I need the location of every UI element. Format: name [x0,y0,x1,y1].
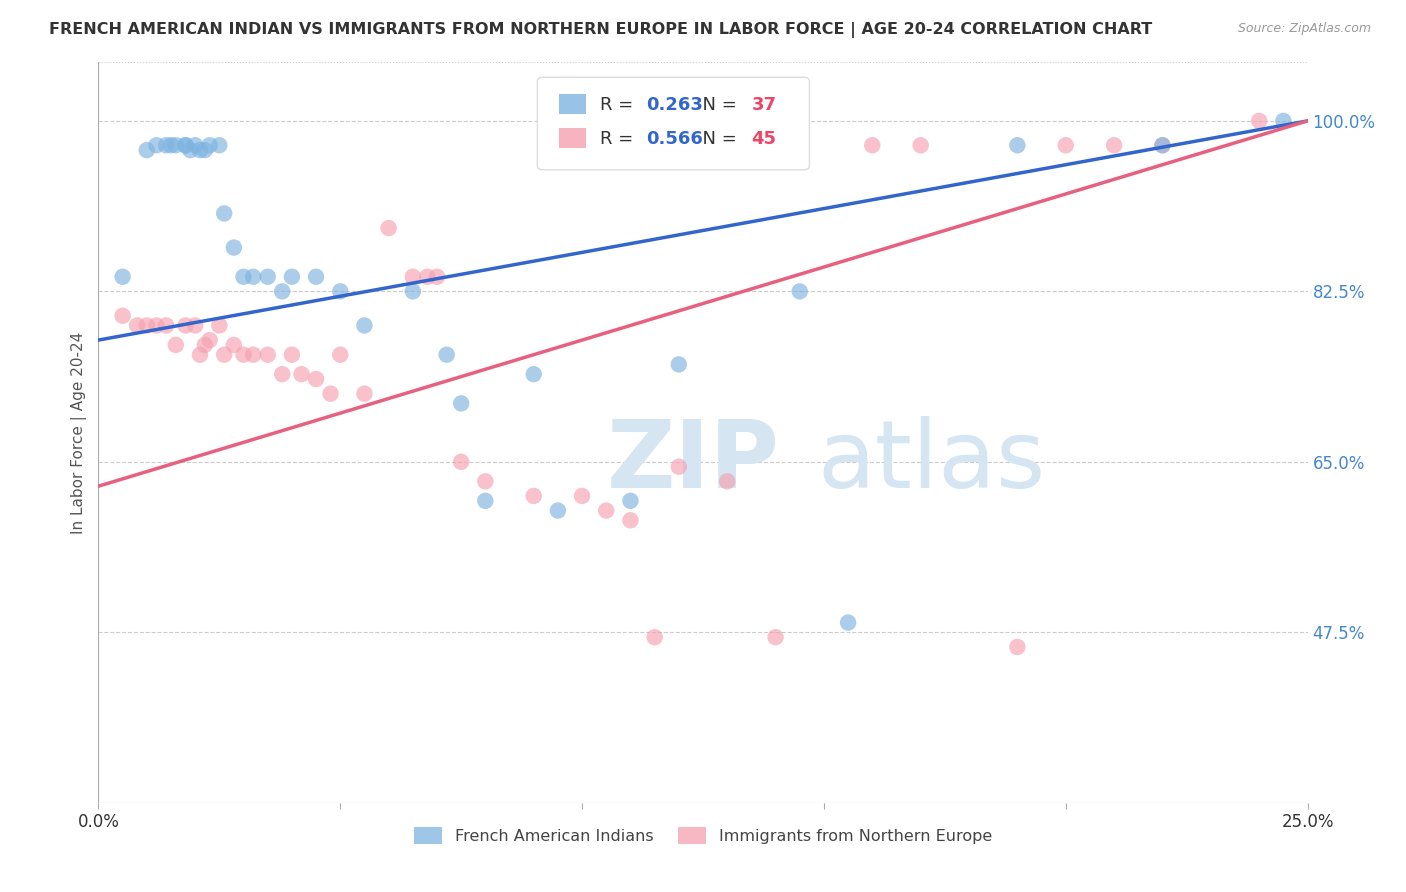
Point [547,503,569,517]
Point [208,318,231,333]
Text: 45: 45 [751,129,776,148]
Point [222,338,245,352]
Point [426,269,449,284]
Point [523,367,546,381]
Point [290,367,312,381]
Point [1272,114,1295,128]
Point [305,269,328,284]
Point [716,475,738,489]
Point [184,138,207,153]
Point [212,348,235,362]
Text: N =: N = [690,129,742,148]
Point [184,318,207,333]
Point [644,630,666,644]
Point [474,493,496,508]
Point [1007,640,1029,654]
Point [668,358,690,372]
Point [450,455,472,469]
Text: ZIP: ZIP [606,417,779,508]
Point [1102,138,1125,153]
Point [319,386,342,401]
Point [402,269,425,284]
Point [619,493,641,508]
Point [194,143,217,157]
Point [188,348,211,362]
Point [837,615,859,630]
Point [1152,138,1174,153]
Text: 0.566: 0.566 [647,129,703,148]
Text: R =: R = [600,95,640,113]
Point [329,348,352,362]
Legend: French American Indians, Immigrants from Northern Europe: French American Indians, Immigrants from… [408,821,998,850]
Point [353,386,375,401]
Point [789,285,811,299]
Point [188,143,211,157]
Point [474,475,496,489]
Point [145,318,167,333]
Point [1152,138,1174,153]
Point [271,367,294,381]
Point [155,138,177,153]
Point [135,143,157,157]
Point [242,348,264,362]
Point [271,285,294,299]
Point [1249,114,1271,128]
FancyBboxPatch shape [560,128,586,147]
Point [194,338,217,352]
Point [208,138,231,153]
Point [179,143,201,157]
Point [377,221,399,235]
Point [174,318,197,333]
Point [212,206,235,220]
Point [174,138,197,153]
Point [222,240,245,255]
Point [145,138,167,153]
Point [1007,138,1029,153]
Point [232,269,254,284]
Point [416,269,439,284]
Point [155,318,177,333]
Point [450,396,472,410]
FancyBboxPatch shape [560,94,586,113]
Point [198,333,221,347]
Point [436,348,458,362]
Point [160,138,183,153]
Point [668,459,690,474]
Point [281,348,304,362]
Point [329,285,352,299]
Point [523,489,546,503]
Text: N =: N = [690,95,742,113]
Point [256,348,278,362]
Point [165,138,187,153]
Text: Source: ZipAtlas.com: Source: ZipAtlas.com [1237,22,1371,36]
Text: 0.263: 0.263 [647,95,703,113]
Point [198,138,221,153]
FancyBboxPatch shape [537,78,810,169]
Point [402,285,425,299]
Point [256,269,278,284]
Point [619,513,641,527]
Point [165,338,187,352]
Point [135,318,157,333]
Y-axis label: In Labor Force | Age 20-24: In Labor Force | Age 20-24 [72,332,87,533]
Point [281,269,304,284]
Point [571,489,593,503]
Point [1054,138,1077,153]
Point [242,269,264,284]
Point [127,318,149,333]
Text: 37: 37 [751,95,776,113]
Point [232,348,254,362]
Point [765,630,787,644]
Point [595,503,617,517]
Text: FRENCH AMERICAN INDIAN VS IMMIGRANTS FROM NORTHERN EUROPE IN LABOR FORCE | AGE 2: FRENCH AMERICAN INDIAN VS IMMIGRANTS FRO… [49,22,1153,38]
Point [860,138,883,153]
Point [111,269,134,284]
Point [305,372,328,386]
Point [111,309,134,323]
Text: R =: R = [600,129,640,148]
Point [174,138,197,153]
Point [910,138,932,153]
Point [353,318,375,333]
Text: atlas: atlas [818,417,1046,508]
